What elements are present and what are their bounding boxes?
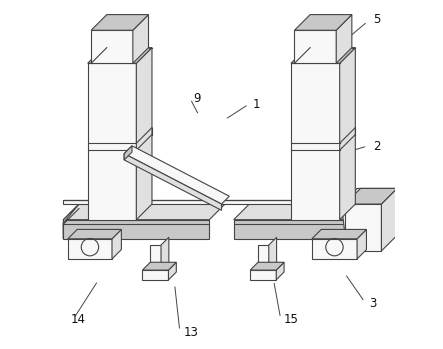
Text: 3: 3: [369, 297, 377, 310]
Text: 14: 14: [70, 313, 85, 326]
Polygon shape: [161, 237, 169, 270]
Polygon shape: [88, 47, 152, 63]
Polygon shape: [168, 262, 176, 280]
Polygon shape: [63, 204, 79, 239]
Polygon shape: [342, 204, 383, 239]
Polygon shape: [124, 154, 222, 210]
Polygon shape: [345, 220, 383, 239]
Polygon shape: [342, 188, 399, 204]
Polygon shape: [312, 229, 366, 239]
Polygon shape: [142, 270, 168, 280]
Polygon shape: [124, 146, 229, 204]
Text: 5: 5: [373, 13, 380, 26]
Polygon shape: [91, 30, 133, 63]
Polygon shape: [250, 262, 284, 270]
Text: 15: 15: [284, 313, 299, 326]
Polygon shape: [345, 188, 397, 204]
Polygon shape: [312, 239, 357, 259]
Polygon shape: [345, 204, 381, 251]
Polygon shape: [112, 229, 121, 259]
Polygon shape: [91, 15, 148, 30]
Polygon shape: [340, 47, 355, 220]
Polygon shape: [381, 188, 397, 251]
Polygon shape: [383, 188, 399, 239]
Polygon shape: [63, 220, 210, 239]
Polygon shape: [233, 220, 368, 239]
Polygon shape: [269, 237, 276, 270]
Polygon shape: [150, 245, 161, 270]
Polygon shape: [233, 204, 383, 220]
Polygon shape: [258, 245, 269, 270]
Polygon shape: [124, 146, 132, 160]
Polygon shape: [63, 204, 225, 220]
Polygon shape: [368, 204, 399, 239]
Text: 9: 9: [194, 91, 201, 105]
Polygon shape: [291, 63, 340, 220]
Text: 13: 13: [183, 326, 198, 339]
Polygon shape: [136, 47, 152, 220]
Polygon shape: [133, 15, 148, 63]
Polygon shape: [295, 30, 336, 63]
Polygon shape: [250, 270, 276, 280]
Polygon shape: [63, 200, 383, 204]
Polygon shape: [68, 229, 121, 239]
Polygon shape: [357, 229, 366, 259]
Polygon shape: [88, 63, 136, 220]
Polygon shape: [276, 262, 284, 280]
Polygon shape: [291, 47, 355, 63]
Polygon shape: [68, 239, 112, 259]
Text: 1: 1: [253, 98, 260, 111]
Text: 2: 2: [373, 140, 380, 153]
Polygon shape: [336, 15, 352, 63]
Polygon shape: [295, 15, 352, 30]
Polygon shape: [142, 262, 176, 270]
